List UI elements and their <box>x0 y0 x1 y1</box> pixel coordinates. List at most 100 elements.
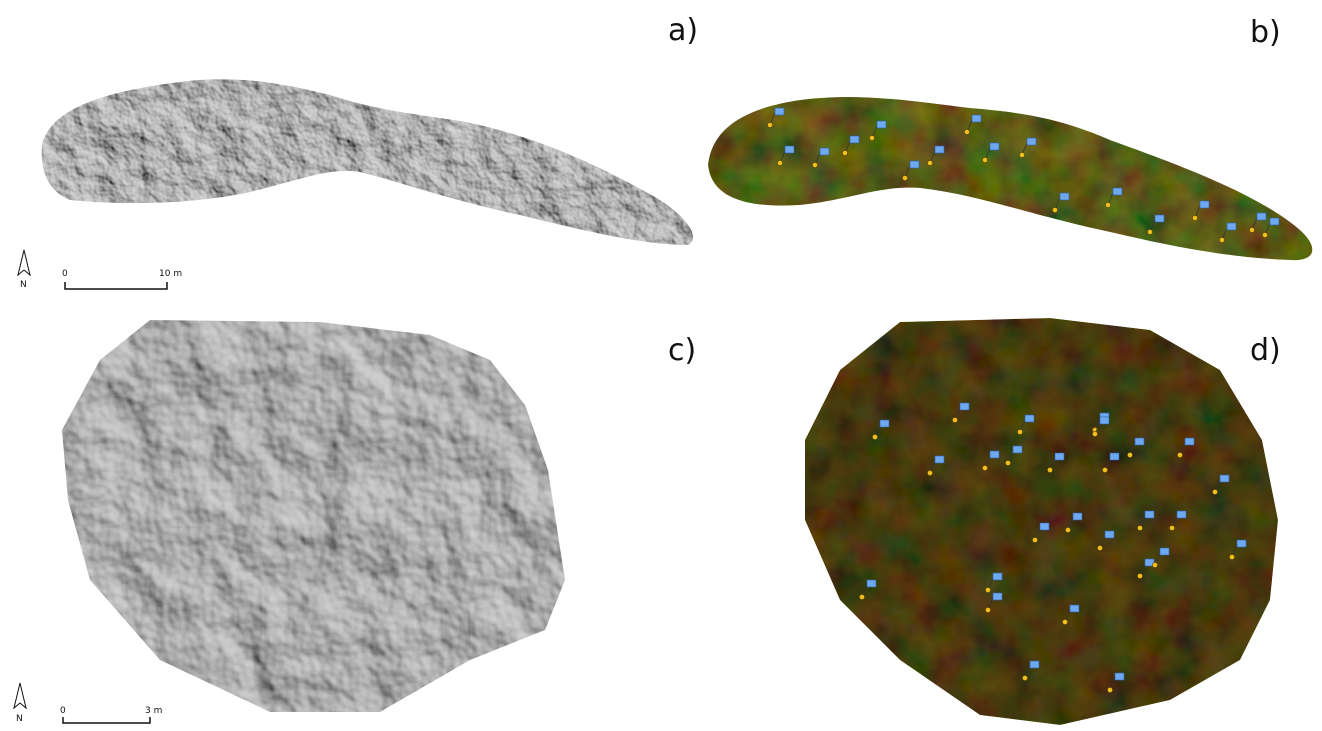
panel-label: d) <box>1250 333 1281 368</box>
marker-part <box>849 135 860 144</box>
marker-part <box>1105 202 1111 208</box>
marker-part <box>1192 215 1198 221</box>
marker-part <box>819 147 830 156</box>
scale-end: 10 m <box>159 269 182 279</box>
hillshade-c <box>62 320 565 712</box>
marker-part <box>1107 687 1113 693</box>
marker-part <box>1229 554 1235 560</box>
marker-part <box>1032 537 1038 543</box>
marker-part <box>1072 512 1083 521</box>
marker-part <box>952 417 958 423</box>
marker-part <box>992 592 1003 601</box>
marker-part <box>1147 229 1153 235</box>
marker-part <box>1249 227 1255 233</box>
marker-part <box>1137 525 1143 531</box>
marker-part <box>1176 510 1187 519</box>
marker-part <box>866 579 877 588</box>
marker-part <box>1097 545 1103 551</box>
marker-part <box>784 145 795 154</box>
north-label: N <box>16 714 23 724</box>
marker-part <box>1212 489 1218 495</box>
marker-part <box>1177 452 1183 458</box>
marker-part <box>1019 152 1025 158</box>
marker-part <box>1184 437 1195 446</box>
north-arrow <box>17 249 31 277</box>
marker-part <box>982 465 988 471</box>
marker-part <box>1052 207 1058 213</box>
marker-part <box>1269 217 1280 226</box>
panel-label: a) <box>668 13 698 48</box>
marker-part <box>1137 573 1143 579</box>
marker-part <box>1256 212 1267 221</box>
marker-part <box>859 594 865 600</box>
marker-part <box>985 607 991 613</box>
marker-part <box>1199 200 1210 209</box>
marker-part <box>989 450 1000 459</box>
marker-part <box>774 107 785 116</box>
marker-part <box>964 129 970 135</box>
marker-part <box>1144 510 1155 519</box>
scale-bar <box>62 717 151 724</box>
marker-part <box>1039 522 1050 531</box>
marker-part <box>777 160 783 166</box>
marker-part <box>1109 452 1120 461</box>
marker-part <box>879 419 890 428</box>
marker-part <box>1059 192 1070 201</box>
marker-part <box>1054 452 1065 461</box>
marker-part <box>1169 525 1175 531</box>
north-label: N <box>20 280 27 290</box>
marker-part <box>909 160 920 169</box>
marker-part <box>1114 672 1125 681</box>
marker-part <box>767 122 773 128</box>
scale-start: 0 <box>60 706 66 716</box>
marker-part <box>1062 619 1068 625</box>
orthophoto-d <box>805 318 1278 725</box>
marker-part <box>1219 474 1230 483</box>
marker-part <box>1262 232 1268 238</box>
marker-part <box>1104 530 1115 539</box>
scale-bar <box>64 282 168 290</box>
marker-part <box>1127 452 1133 458</box>
marker-part <box>1017 429 1023 435</box>
marker-part <box>992 572 1003 581</box>
marker-part <box>1012 445 1023 454</box>
marker-part <box>1152 562 1158 568</box>
marker-part <box>1029 660 1040 669</box>
marker-part <box>1159 547 1170 556</box>
marker-part <box>1154 214 1165 223</box>
hillshade-a <box>41 79 693 245</box>
marker-part <box>1065 527 1071 533</box>
marker-part <box>1024 414 1035 423</box>
north-arrow <box>13 682 27 710</box>
marker-part <box>1022 675 1028 681</box>
marker-part <box>1005 460 1011 466</box>
scale-end: 3 m <box>145 706 162 716</box>
marker-part <box>1219 237 1225 243</box>
panel-label: b) <box>1250 15 1281 50</box>
marker-part <box>989 142 1000 151</box>
marker-part <box>1069 604 1080 613</box>
orthophoto-b <box>708 97 1313 261</box>
marker-part <box>1226 222 1237 231</box>
marker-part <box>842 150 848 156</box>
scale-start: 0 <box>62 269 68 279</box>
marker-part <box>869 135 875 141</box>
marker-part <box>971 114 982 123</box>
marker-part <box>927 470 933 476</box>
marker-part <box>1134 437 1145 446</box>
marker-part <box>927 160 933 166</box>
panel-label: c) <box>668 333 696 368</box>
marker-part <box>982 157 988 163</box>
marker-part <box>872 434 878 440</box>
marker-part <box>1236 539 1247 548</box>
marker-part <box>934 145 945 154</box>
marker-part <box>1102 467 1108 473</box>
marker-part <box>985 587 991 593</box>
marker-part <box>1092 431 1098 437</box>
marker-part <box>959 402 970 411</box>
marker-part <box>902 175 908 181</box>
gcp-markers <box>767 107 1280 693</box>
marker-part <box>934 455 945 464</box>
